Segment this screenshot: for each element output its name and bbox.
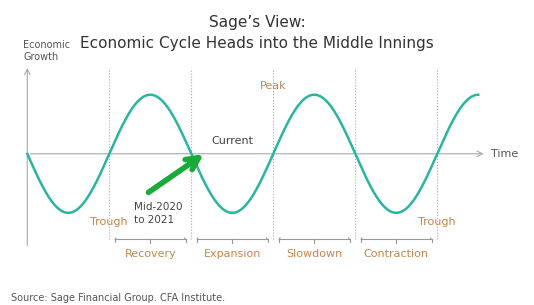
Text: Current: Current xyxy=(212,136,254,146)
Text: Time: Time xyxy=(491,149,518,159)
Title: Sage’s View:
Economic Cycle Heads into the Middle Innings: Sage’s View: Economic Cycle Heads into t… xyxy=(80,15,434,51)
Text: Source: Sage Financial Group. CFA Institute.: Source: Sage Financial Group. CFA Instit… xyxy=(11,293,225,303)
Text: Trough: Trough xyxy=(90,217,128,227)
Text: Trough: Trough xyxy=(419,217,456,227)
Text: Recovery: Recovery xyxy=(124,249,176,260)
Text: Mid-2020
to 2021: Mid-2020 to 2021 xyxy=(134,202,183,225)
Text: Expansion: Expansion xyxy=(203,249,261,260)
Text: Slowdown: Slowdown xyxy=(286,249,342,260)
Text: Contraction: Contraction xyxy=(364,249,429,260)
Text: Economic
Growth: Economic Growth xyxy=(23,40,70,62)
Text: Peak: Peak xyxy=(260,81,287,91)
